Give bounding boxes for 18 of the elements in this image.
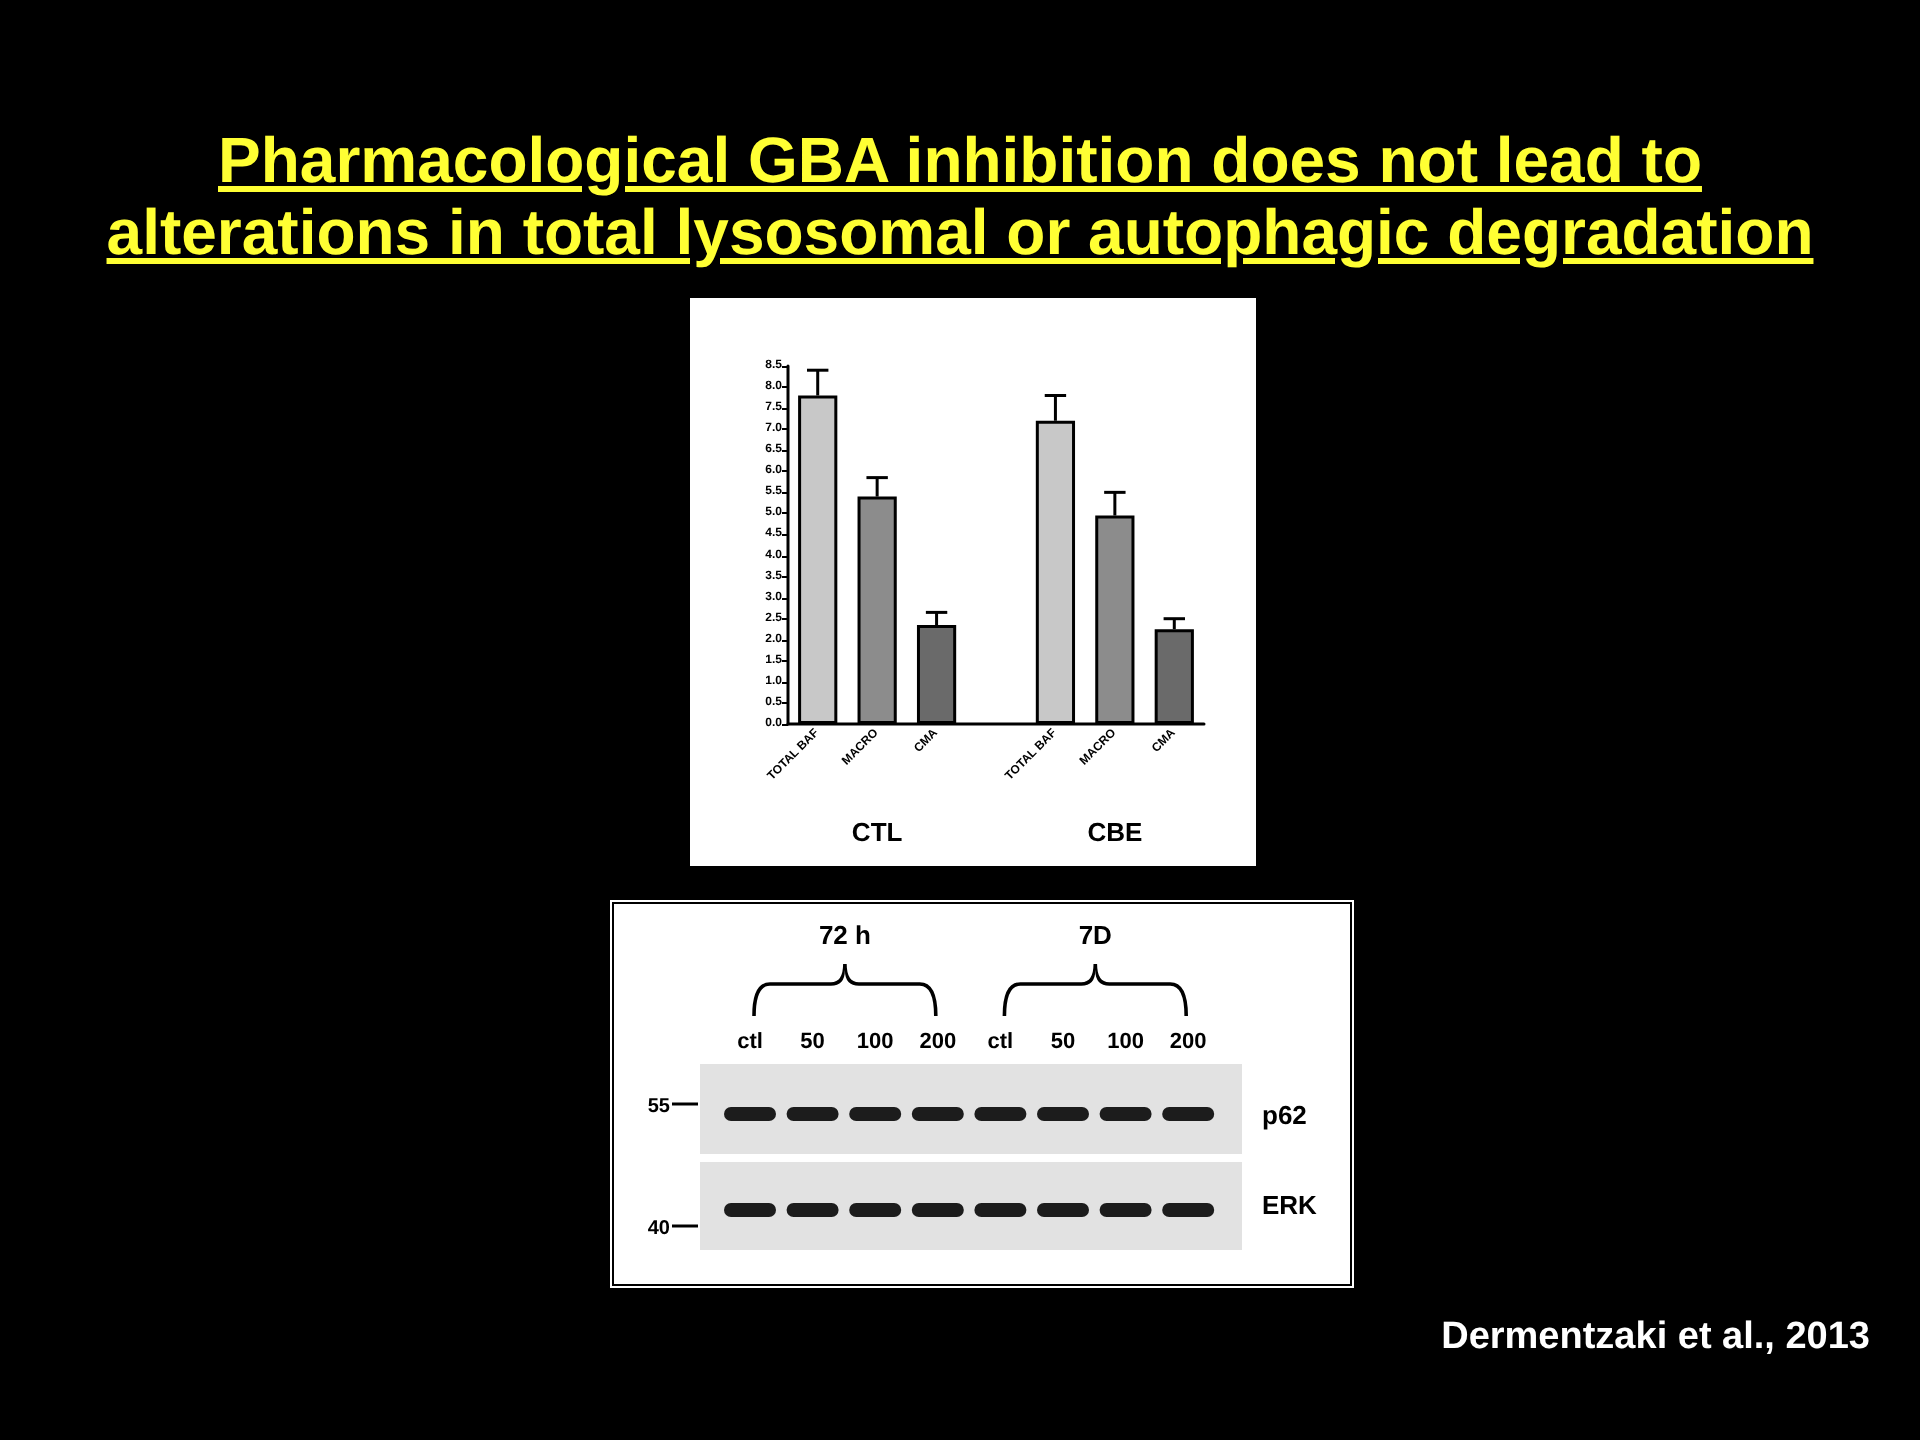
text: 55 xyxy=(647,1096,671,1118)
category-label: 100 xyxy=(1107,1030,1144,1054)
text: 7D xyxy=(1078,920,1112,950)
text: ERK xyxy=(1262,1190,1319,1220)
text: p62 xyxy=(1262,1100,1307,1130)
category-label: 50 xyxy=(1050,1030,1076,1054)
category-label: ctl xyxy=(987,1030,1014,1054)
category-label: 200 xyxy=(1169,1030,1207,1054)
text: CBE xyxy=(1087,817,1143,847)
category-label: 100 xyxy=(856,1030,894,1054)
text: 40 xyxy=(647,1218,671,1240)
text: 72 h xyxy=(818,920,872,950)
chart-title: Pharmacological GBA inhibition does not lead to alterations in total lysosomal or autophagic degradation xyxy=(104,124,1816,268)
category-label: 50 xyxy=(800,1030,825,1054)
category-label: 200 xyxy=(919,1030,957,1054)
category-label: ctl xyxy=(737,1030,763,1054)
text: Dermentzaki et al., 2013 xyxy=(1441,1316,1870,1360)
text: CTL xyxy=(851,817,903,847)
